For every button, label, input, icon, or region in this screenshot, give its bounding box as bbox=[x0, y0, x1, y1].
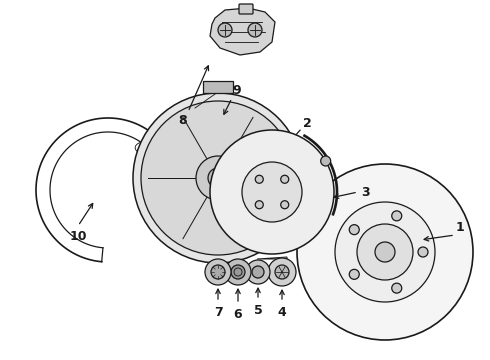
Circle shape bbox=[268, 258, 296, 286]
Circle shape bbox=[210, 130, 334, 254]
Text: 4: 4 bbox=[278, 306, 286, 319]
Text: 9: 9 bbox=[233, 84, 241, 96]
FancyBboxPatch shape bbox=[203, 81, 233, 93]
Circle shape bbox=[418, 247, 428, 257]
Circle shape bbox=[320, 156, 331, 166]
FancyBboxPatch shape bbox=[239, 4, 253, 14]
Circle shape bbox=[196, 156, 240, 200]
Circle shape bbox=[218, 23, 232, 37]
Circle shape bbox=[141, 101, 295, 255]
Circle shape bbox=[349, 225, 359, 235]
Polygon shape bbox=[210, 8, 275, 55]
Circle shape bbox=[246, 260, 270, 284]
Circle shape bbox=[133, 93, 303, 263]
Text: 8: 8 bbox=[179, 113, 187, 126]
Circle shape bbox=[205, 259, 231, 285]
Circle shape bbox=[392, 283, 402, 293]
Text: 3: 3 bbox=[362, 185, 370, 198]
Text: 2: 2 bbox=[303, 117, 311, 130]
Text: 1: 1 bbox=[456, 220, 465, 234]
Circle shape bbox=[242, 162, 302, 222]
Circle shape bbox=[255, 201, 263, 209]
Circle shape bbox=[297, 164, 473, 340]
Circle shape bbox=[211, 265, 225, 279]
Circle shape bbox=[375, 242, 395, 262]
Circle shape bbox=[335, 202, 435, 302]
Circle shape bbox=[349, 269, 359, 279]
Circle shape bbox=[248, 23, 262, 37]
Text: 5: 5 bbox=[254, 303, 262, 316]
Circle shape bbox=[208, 168, 228, 188]
Circle shape bbox=[231, 265, 245, 279]
Circle shape bbox=[281, 175, 289, 183]
Circle shape bbox=[392, 211, 402, 221]
Circle shape bbox=[357, 224, 413, 280]
Text: 7: 7 bbox=[214, 306, 222, 319]
Circle shape bbox=[275, 265, 289, 279]
Text: 6: 6 bbox=[234, 307, 243, 320]
Circle shape bbox=[225, 259, 251, 285]
Circle shape bbox=[252, 266, 264, 278]
Circle shape bbox=[281, 201, 289, 209]
Circle shape bbox=[255, 175, 263, 183]
Text: 10: 10 bbox=[69, 230, 87, 243]
